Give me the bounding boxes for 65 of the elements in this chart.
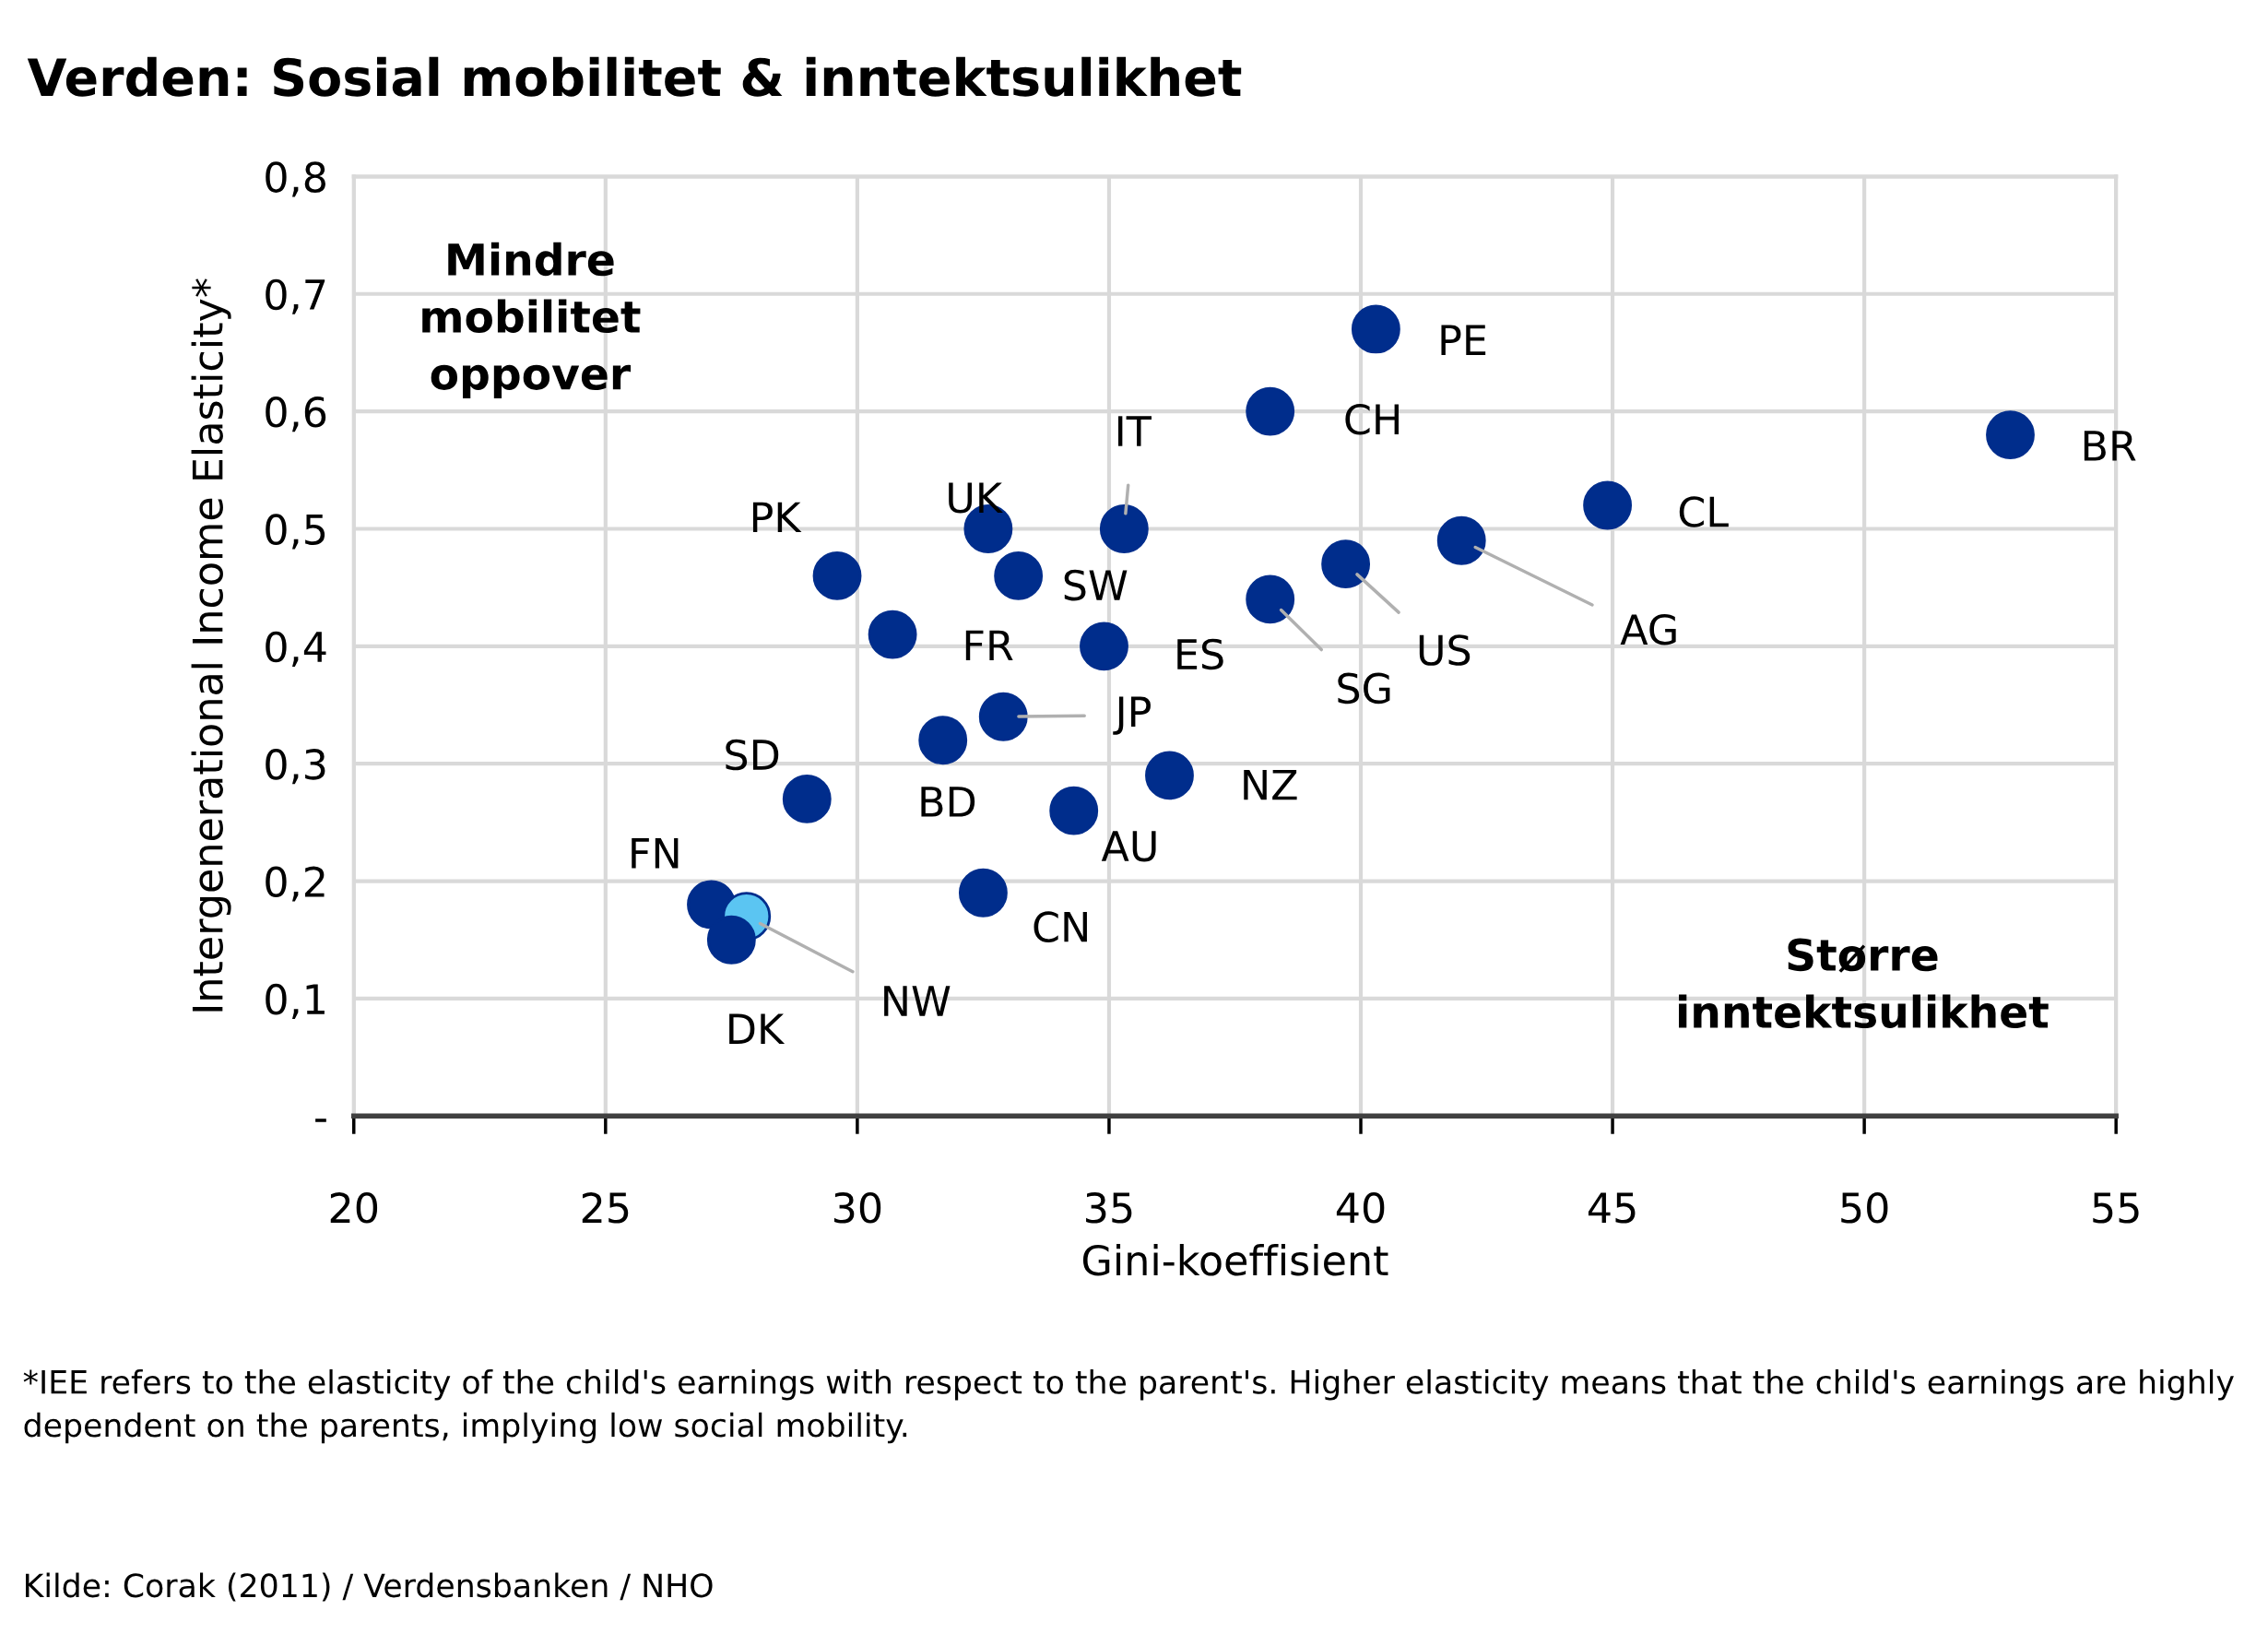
- point: [1583, 480, 1633, 530]
- x-tick-label: 20: [330, 1192, 378, 1224]
- data-label: AG: [1620, 613, 1676, 645]
- y-axis-title: Intergenerational Income Elasticity*: [191, 278, 231, 1012]
- x-tick-label: 40: [1336, 1192, 1385, 1224]
- y-tick-label: 0,3: [266, 749, 325, 785]
- data-label: AU: [1101, 831, 1156, 862]
- data-label: UK: [949, 482, 1003, 514]
- point: [1080, 622, 1128, 671]
- point: [918, 716, 968, 765]
- data-label: US: [1419, 634, 1471, 666]
- data-label: CN: [1034, 911, 1087, 942]
- x-tick-label: 35: [1086, 1192, 1132, 1224]
- chart-title: Verden: Sosial mobilitet & inntektsulikhet: [27, 56, 1242, 97]
- point: [782, 774, 832, 823]
- x-tick-label: 30: [833, 1192, 881, 1224]
- point: [994, 551, 1044, 600]
- y-tick-label: 0,1: [266, 983, 325, 1019]
- point: [1246, 386, 1295, 436]
- x-tick-label: 25: [582, 1192, 629, 1224]
- x-tick-label: 50: [1841, 1192, 1888, 1224]
- point: [1986, 410, 2035, 459]
- data-label: NZ: [1244, 769, 1297, 800]
- x-axis-title: Gini-koeffisient: [1082, 1244, 1388, 1276]
- text: *IEE refers to the elasticity of the child's earnings with respect to the parent's. Higher elasticity means that the child's earnings are highly dependent on the parents, implying low social mobility.: [23, 1368, 2234, 1444]
- data-label: CL: [1679, 496, 1729, 527]
- data-label: JP: [1113, 696, 1151, 735]
- data-label: BD: [921, 787, 975, 817]
- point: [812, 551, 862, 600]
- y-tick-label: 0,6: [266, 397, 326, 432]
- point: [1321, 539, 1371, 589]
- point: [1436, 515, 1486, 565]
- y-tick-label: 0,7: [266, 278, 325, 314]
- data-label: NW: [884, 986, 951, 1016]
- point: [1351, 304, 1400, 354]
- y-tick-label: 0,2: [266, 866, 325, 902]
- y-tick-label: 0,5: [266, 514, 325, 550]
- point: [958, 868, 1008, 918]
- data-label: DK: [729, 1013, 786, 1044]
- point: [868, 610, 917, 659]
- data-label: ES: [1177, 638, 1223, 670]
- point: [978, 692, 1028, 741]
- y-tick-label: -: [315, 1119, 326, 1122]
- data-label: IT: [1117, 416, 1152, 446]
- y-tick-label: 0,4: [266, 631, 326, 667]
- data-label: PE: [1441, 325, 1486, 355]
- point: [706, 915, 756, 965]
- annotation: Mindre mobilitet oppover: [422, 242, 641, 399]
- data-label: FR: [965, 630, 1013, 661]
- point: [1099, 504, 1149, 553]
- text: Kilde: Corak (2011) / Verdensbanken / NHO: [26, 1572, 713, 1602]
- point: [1145, 751, 1194, 800]
- data-label: FN: [632, 838, 679, 869]
- data-label: SG: [1338, 672, 1390, 705]
- y-tick-label: 0,8: [266, 161, 325, 197]
- data-label: BR: [2084, 431, 2136, 461]
- data-label: SW: [1064, 569, 1128, 601]
- annotation: Større inntektsulikhet: [1679, 938, 2049, 1029]
- data-label: PK: [752, 502, 802, 533]
- point: [1246, 574, 1295, 624]
- x-tick-label: 45: [1588, 1192, 1636, 1224]
- x-tick-label: 55: [2093, 1192, 2139, 1224]
- data-label: SD: [726, 739, 779, 771]
- data-label: CH: [1345, 403, 1399, 435]
- point: [1049, 786, 1099, 835]
